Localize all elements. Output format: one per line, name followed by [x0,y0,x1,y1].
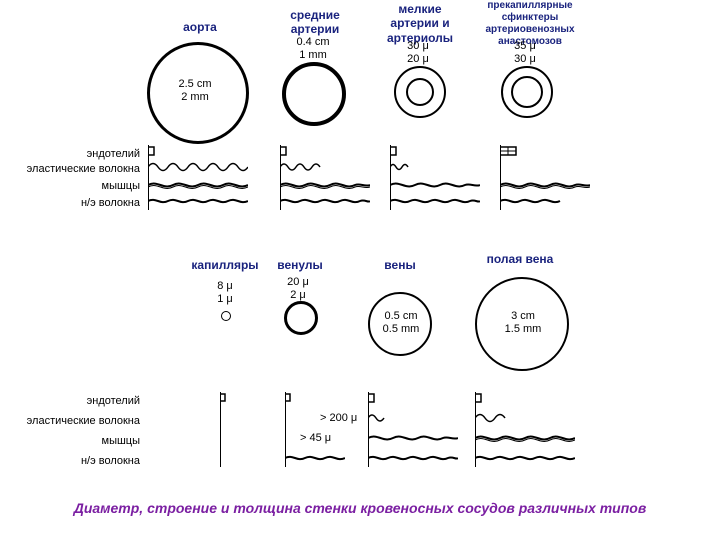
row2-layers-col1 [220,392,260,467]
label-venacava: полая вена [480,252,560,266]
row1-layers-col1 [148,145,248,210]
row1-layers-col3 [390,145,480,210]
extra-mu45: > 45 μ [300,432,331,444]
dim-venacava: 3 cm1.5 mm [498,310,548,336]
row1-label-elastic: эластические волокна [20,163,140,175]
row1-layers-col2 [280,145,370,210]
dim-precap: 35 μ30 μ [505,40,545,66]
row1-label-nefiber: н/э волокна [20,197,140,209]
label-capillaries: капилляры [185,258,265,272]
label-aorta: аорта [170,20,230,34]
row2-label-elastic: эластические волокна [20,415,140,427]
row2-layers-col2 [285,392,345,467]
label-medium-arteries: средние артерии [280,8,350,37]
label-venules: венулы [270,258,330,272]
dim-small: 30 μ20 μ [398,40,438,66]
dim-venules: 20 μ2 μ [283,276,313,302]
row1-label-endothelium: эндотелий [20,148,140,160]
row2-layers-col3 [368,392,458,467]
row1-label-muscle: мышцы [20,180,140,192]
dim-aorta: 2.5 cm2 mm [170,78,220,104]
row2-label-endothelium: эндотелий [20,395,140,407]
row2-label-nefiber: н/э волокна [20,455,140,467]
label-small-arteries: мелкие артерии и артериолы [380,2,460,45]
row1-layers-col4 [500,145,590,210]
extra-mu200: > 200 μ [320,412,357,424]
dim-medium: 0.4 cm1 mm [288,36,338,62]
figure-caption: Диаметр, строение и толщина стенки крове… [60,500,660,516]
row2-layers-col4 [475,392,575,467]
label-veins: вены [375,258,425,272]
row2-label-muscle: мышцы [20,435,140,447]
dim-cap: 8 μ1 μ [210,280,240,306]
dim-veins: 0.5 cm0.5 mm [376,310,426,336]
